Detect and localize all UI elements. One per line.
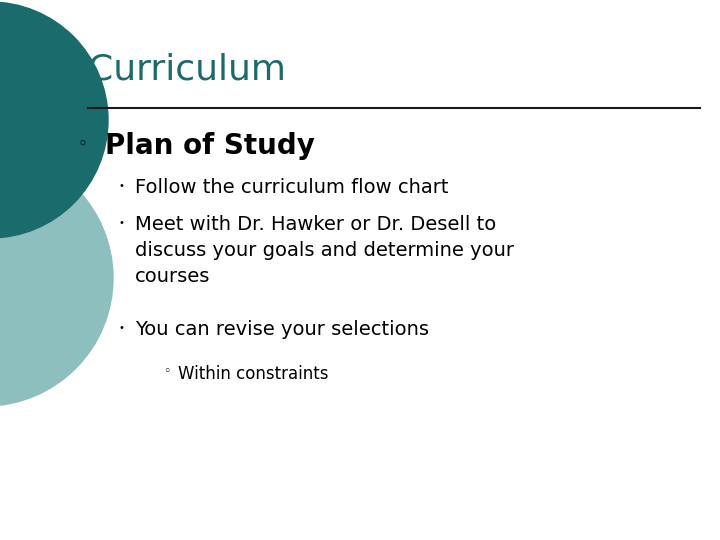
Text: •: • [118,181,124,191]
Text: ◦: ◦ [163,365,171,378]
Text: ◦: ◦ [78,135,88,153]
Text: Follow the curriculum flow chart: Follow the curriculum flow chart [135,178,449,197]
Circle shape [0,150,113,406]
Text: •: • [118,323,124,333]
Text: Curriculum: Curriculum [88,52,286,86]
Circle shape [0,2,108,238]
Text: You can revise your selections: You can revise your selections [135,320,429,339]
Text: Within constraints: Within constraints [178,365,328,383]
Text: Plan of Study: Plan of Study [105,132,315,160]
Text: Meet with Dr. Hawker or Dr. Desell to
discuss your goals and determine your
cour: Meet with Dr. Hawker or Dr. Desell to di… [135,215,514,286]
Text: •: • [118,218,124,228]
